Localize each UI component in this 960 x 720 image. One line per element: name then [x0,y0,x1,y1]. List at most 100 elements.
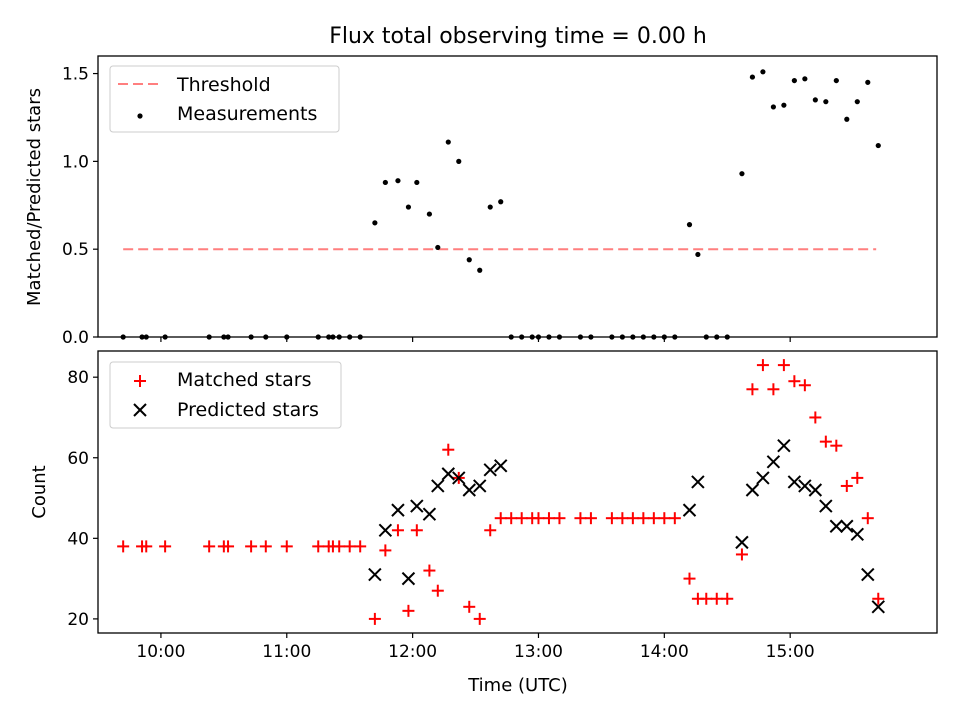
legend-measurements-label: Measurements [177,103,317,125]
x-tick-label: 15:00 [766,642,815,662]
matched-star-point [584,512,597,525]
measurement-point [781,102,787,108]
predicted-star-stroke [391,503,405,517]
matched-star-point [767,383,780,396]
x-axis-label: Time (UTC) [467,675,568,696]
predicted-star-point [829,519,844,533]
predicted-star-stroke [462,483,476,497]
matched-star-point [354,540,367,553]
matched-star-point [505,512,518,525]
measurement-point [487,204,493,210]
measurement-point [875,142,881,149]
matched-star-point [700,592,713,605]
predicted-star-point [410,499,424,513]
matched-star-point [203,540,216,553]
matched-star-point [861,512,874,525]
top-y-tick-label: 0.5 [62,240,89,260]
measurement-point [802,76,808,82]
bottom-legend-box [109,361,342,429]
bottom-x-ticks: 10:00 11:00 12:00 13:00 14:00 15:00 [136,633,815,662]
matched-star-point [532,512,545,525]
measurement-point [749,74,756,80]
predicted-star-point [808,483,823,497]
matched-star-point [788,375,801,388]
top-legend: Threshold Measurements [109,65,340,133]
predicted-star-stroke [766,455,781,469]
predicted-star-stroke [691,475,705,489]
predicted-star-stroke [745,483,760,497]
measurement-point [695,251,701,258]
predicted-star-stroke [473,479,487,493]
matched-star-point [343,540,356,553]
predicted-star-stroke [368,567,382,582]
measurement-point [414,179,420,186]
predicted-star-point [682,503,697,517]
top-y-tick-label: 1.0 [62,152,89,172]
matched-star-point [746,383,759,396]
top-axes-frame [97,55,938,338]
top-panel: 0.0 0.5 1.0 1.5 Matched/Predicted stars Thr… [24,55,938,348]
measurement-point [395,178,401,184]
measurement-point [770,104,776,110]
bottom-y-tick-label: 60 [67,449,89,469]
predicted-star-stroke [441,467,455,481]
predicted-star-point [691,475,705,489]
matched-star-point [798,379,811,392]
predicted-star-point [861,567,875,582]
bottom-legend: Matched stars Predicted stars [109,361,342,429]
predicted-star-point [391,503,405,517]
predicted-star-stroke [401,571,416,586]
predicted-star-point [777,438,791,453]
matched-star-point [721,592,734,605]
predicted-star-stroke [422,507,437,521]
measurement-point [844,116,850,122]
measurement-point [445,139,451,145]
top-y-axis-label: Matched/Predicted stars [24,88,45,306]
matched-star-point [222,540,235,553]
measurement-point [760,69,766,75]
predicted-star-point [766,455,781,469]
predicted-star-point [735,535,749,550]
legend-measurements-swatch [137,113,143,119]
x-tick-label: 12:00 [388,642,437,662]
measurement-point [477,267,483,273]
predicted-star-stroke [431,479,445,493]
predicted-star-point [452,471,466,485]
legend-predicted-label: Predicted stars [177,399,319,421]
predicted-star-stroke [840,519,854,533]
predicted-star-point [462,483,476,497]
matched-star-point [574,512,587,525]
legend-matched-swatch [134,375,146,387]
predicted-star-point [441,467,455,481]
predicted-star-point [473,479,487,493]
matched-star-point [484,524,497,537]
predicted-star-point [798,479,812,493]
matched-star-point [637,512,650,525]
matched-star-point [542,512,555,525]
measurement-point [791,77,797,84]
matched-star-point [245,540,258,553]
predicted-star-point [401,571,416,586]
x-tick-label: 11:00 [262,642,311,662]
top-y-tick-label: 1.5 [62,65,89,85]
matched-star-point [851,471,864,484]
measurement-point [854,99,860,105]
matched-star-point [647,512,660,525]
predicted-star-stroke [378,523,393,537]
predicted-star-point [378,523,393,537]
predicted-star-point [840,519,854,533]
matched-star-point [159,540,172,553]
matched-star-point [658,512,671,525]
matched-star-point [830,439,843,452]
predicted-star-stroke [861,567,875,582]
bottom-y-tick-label: 40 [67,529,89,549]
predicted-star-stroke [735,535,749,550]
predicted-star-stroke [452,471,466,485]
predicted-star-stroke [798,479,812,493]
top-x-ticks [160,337,791,342]
predicted-star-stroke [808,483,823,497]
matched-star-point [872,592,885,605]
matched-star-point [553,512,566,525]
matched-star-point [735,548,748,561]
matched-star-point [410,524,423,537]
